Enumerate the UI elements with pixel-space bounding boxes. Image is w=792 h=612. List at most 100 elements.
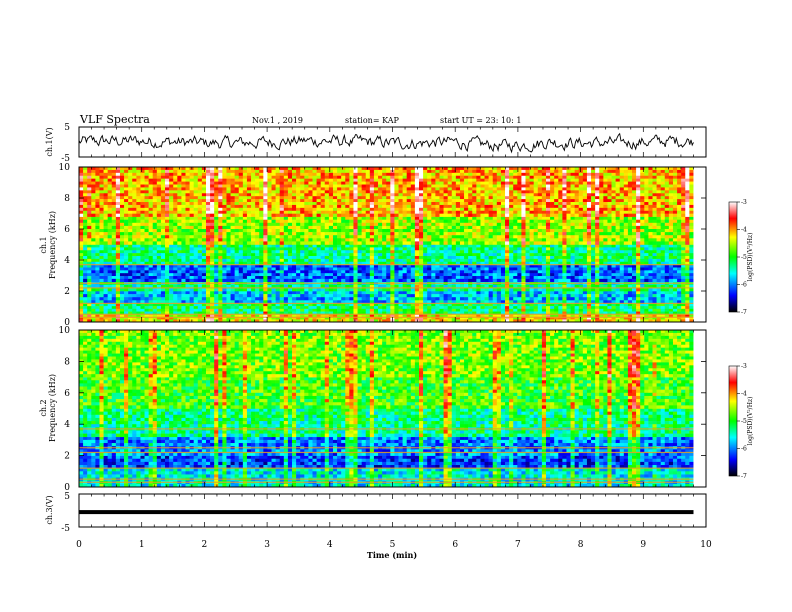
spectrogram-cell [324,235,330,239]
spectrogram-cell [144,306,149,310]
spectrogram-cell [152,319,158,323]
spectrogram-cell [320,222,326,227]
spectrogram-cell [234,256,240,260]
spectrogram-cell [152,311,158,315]
spectrogram-cell [365,244,371,248]
spectrogram-cell [578,291,584,295]
spectrogram-cell [103,258,108,263]
spectrogram-cell [476,267,481,271]
spectrogram-cell [537,244,543,248]
spectrogram-cell [337,216,342,220]
spectrogram-cell [173,241,178,245]
spectrogram-cell [480,273,485,277]
spectrogram-cell [681,273,686,277]
spectrogram-cell [369,232,375,236]
spectrogram-cell [402,278,408,282]
spectrogram-cell [390,273,395,277]
spectrogram-cell [218,284,223,289]
spectrogram-cell [111,297,117,301]
spectrogram-cell [554,316,559,320]
spectrogram-cell [91,276,96,280]
spectrogram-cell [382,247,387,251]
spectrogram-cell [246,235,252,239]
spectrogram-cell [464,319,469,323]
spectrogram-cell [398,303,403,307]
spectrogram-cell [283,222,289,227]
spectrogram-cell [656,314,661,318]
spectrogram-cell [111,238,117,242]
spectrogram-cell [574,250,580,254]
spectrogram-cell [599,270,604,274]
spectrogram-cell [500,276,506,280]
spectrogram-cell [275,291,281,295]
spectrogram-cell [140,284,145,289]
spectrogram-cell [529,300,534,304]
spectrogram-cell [181,253,186,257]
spectrogram-cell [632,297,637,301]
spectrogram-cell [337,258,342,263]
spectrogram-cell [652,311,657,315]
spectrogram-cell [345,284,350,289]
spectrogram-cell [251,284,256,289]
spectrogram-cell [394,258,399,263]
spectrogram-cell [107,287,113,292]
spectrogram-cell [169,303,174,307]
spectrogram-cell [402,253,408,257]
spectrogram-cell [124,306,129,310]
spectrogram-cell [189,284,194,289]
spectrogram-cell [169,235,174,239]
spectrogram-cell [95,247,100,251]
spectrogram-cell [328,247,334,251]
spectrogram-cell [369,238,375,242]
spectrogram-cell [328,303,334,307]
spectrogram-cell [181,300,186,304]
spectrogram-cell [124,297,129,301]
spectrogram-cell [292,316,297,320]
spectrogram-cell [484,267,489,271]
spectrogram-cell [210,241,215,245]
spectrogram-cell [468,291,473,295]
spectrogram-cell [439,294,444,298]
spectrogram-cell [455,273,461,277]
spectrogram-cell [615,278,621,282]
spectrogram-cell [378,216,383,220]
spectrogram-cell [181,287,186,292]
spectrogram-cell [193,258,199,263]
spectrogram-cell [304,247,309,251]
spectrogram-cell [398,276,403,280]
spectrogram-cell [472,303,477,307]
spectrogram-cell [87,273,92,277]
spectrogram-cell [115,278,121,282]
spectrogram-cell [595,314,600,318]
spectrogram-cell [316,241,321,245]
spectrogram-cell [492,303,498,307]
spectrogram-cell [267,232,272,236]
spectrogram-cell [607,244,612,248]
spectrogram-cell [677,314,682,318]
spectrogram-cell [345,306,350,310]
spectrogram-cell [263,256,268,260]
spectrogram-cell [148,219,154,224]
spectrogram-cell [394,244,399,248]
spectrogram-cell [488,258,494,263]
spectrogram-cell [685,256,690,260]
spectrogram-cell [271,300,276,304]
spectrogram-cell [394,316,399,320]
spectrogram-cell [287,241,293,245]
spectrogram-cell [160,314,166,318]
spectrogram-cell [234,308,240,312]
spectrogram-cell [246,273,252,277]
spectrogram-cell [296,222,301,227]
spectrogram-cell [652,303,657,307]
spectrogram-cell [648,311,653,315]
spectrogram-cell [201,306,207,310]
spectrogram-cell [652,273,657,277]
spectrogram-cell [496,303,502,307]
spectrogram-cell [443,276,448,280]
spectrogram-cell [648,308,653,312]
spectrogram-cell [169,232,174,236]
spectrogram-cell [496,270,502,274]
spectrogram-cell [513,273,518,277]
spectrogram-cell [140,247,145,251]
spectrogram-cell [382,276,387,280]
